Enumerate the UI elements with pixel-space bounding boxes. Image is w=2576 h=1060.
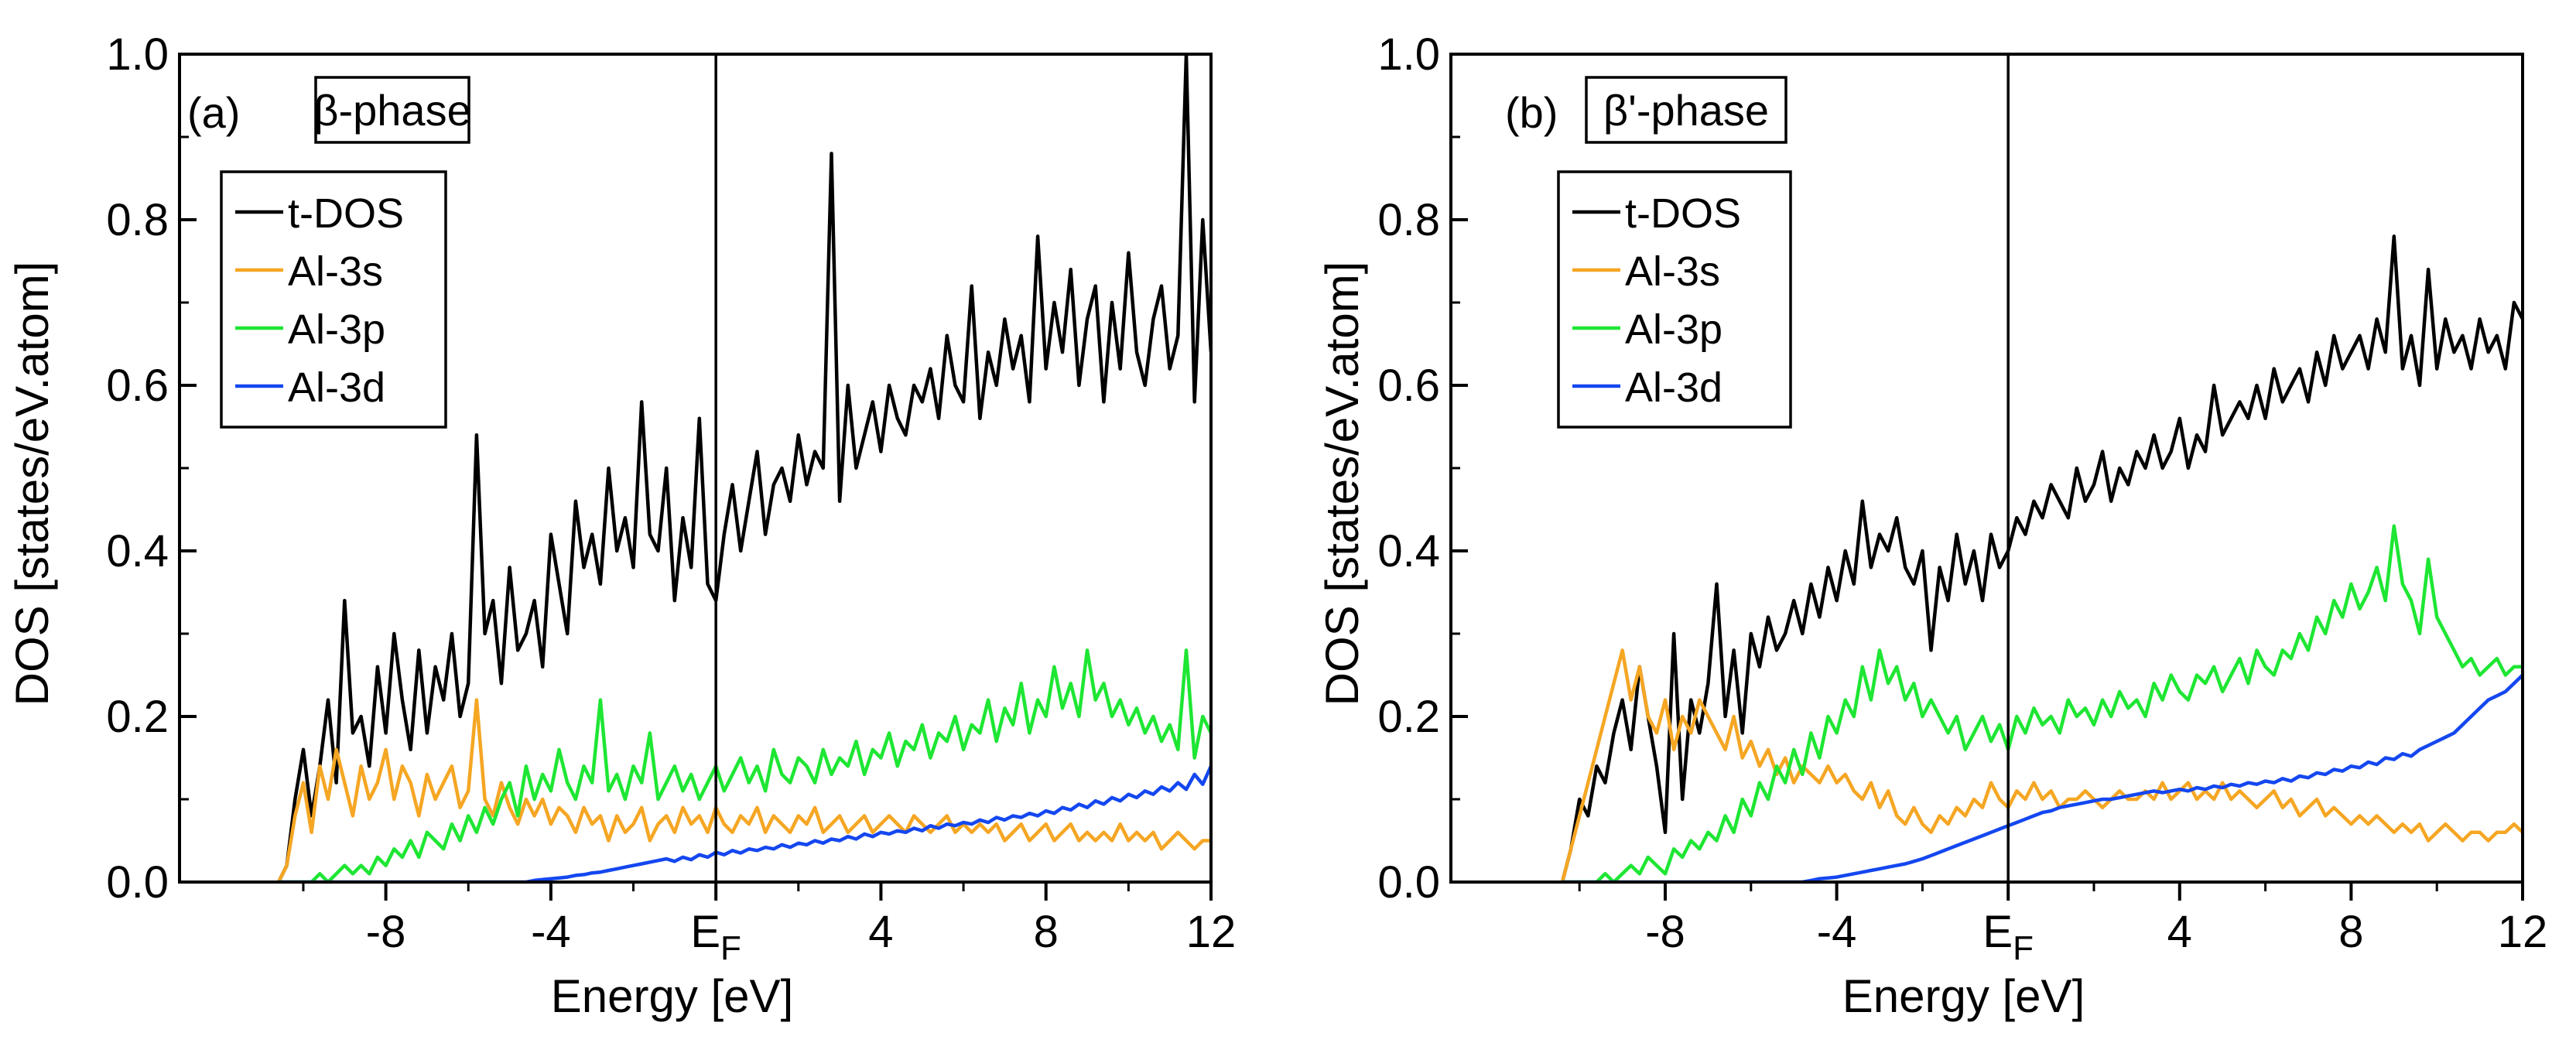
- x-axis-label: Energy [eV]: [551, 970, 794, 1022]
- series-line-al-3d: [1562, 673, 2523, 882]
- y-tick-label: 0.2: [106, 692, 169, 742]
- panel-a: 0.0 0.2 0.4 0.6 0.8 1.0 -8 -4 EF 4 8 12 Energy [eV] D…: [6, 29, 1236, 1022]
- panel-label: (a): [187, 88, 240, 137]
- x-tick-label: -8: [366, 907, 406, 957]
- x-tick-label-text: 12: [1186, 907, 1237, 957]
- y-tick-label: 1.0: [106, 29, 169, 80]
- x-tick-label-subscript: F: [2013, 929, 2034, 967]
- phase-label-box: [314, 76, 470, 144]
- y-tick-label: 0.0: [1377, 857, 1440, 908]
- x-tick-label-text: 4: [868, 907, 893, 957]
- x-axis-label: Energy [eV]: [1842, 970, 2085, 1022]
- x-tick-label-text: 12: [2498, 907, 2548, 957]
- x-tick-label-text: E: [690, 907, 720, 957]
- y-tick-label: 0.6: [106, 361, 169, 411]
- series-line-t-dos: [276, 54, 1211, 882]
- y-tick-label: 0.4: [1377, 526, 1440, 576]
- x-tick-label-text: -4: [1817, 907, 1857, 957]
- y-tick-label: 0.6: [1377, 361, 1440, 411]
- x-tick-label: 8: [2338, 907, 2363, 957]
- y-axis-label: DOS [states/eV.atom]: [6, 262, 58, 706]
- x-tick-label: 12: [2498, 907, 2548, 957]
- y-tick-label: 0.4: [106, 526, 169, 576]
- x-tick-label: -8: [1645, 907, 1685, 957]
- phase-label: β-phase: [313, 86, 470, 135]
- phase-label-box: [1585, 76, 1787, 144]
- x-tick-label: 4: [2167, 907, 2192, 957]
- legend-entry: Al-3d: [288, 364, 385, 411]
- series-group: [276, 54, 1211, 882]
- legend-entry: Al-3s: [288, 248, 383, 295]
- x-tick-label: 12: [1186, 907, 1237, 957]
- legend-entry: Al-3d: [1625, 364, 1722, 411]
- x-tick-label: -4: [531, 907, 571, 957]
- x-tick-label-text: 8: [1034, 907, 1059, 957]
- y-tick-label: 0.8: [1377, 195, 1440, 245]
- series-group: [1560, 234, 2523, 882]
- x-tick-label-text: -8: [1645, 907, 1685, 957]
- x-tick-label-text: 8: [2338, 907, 2363, 957]
- legend: t-DOS Al-3s Al-3p Al-3d: [1557, 170, 1792, 429]
- x-tick-label: 4: [868, 907, 893, 957]
- legend-entry: t-DOS: [288, 190, 404, 237]
- legend: t-DOS Al-3s Al-3p Al-3d: [220, 170, 447, 429]
- x-tick-label: -4: [1817, 907, 1857, 957]
- series-line-al-3s: [1560, 648, 2523, 882]
- legend-entry: Al-3p: [288, 306, 385, 353]
- x-tick-label-text: -4: [531, 907, 571, 957]
- x-tick-label: EF: [690, 907, 741, 967]
- series-line-al-3p: [279, 648, 1211, 882]
- panel-label: (b): [1505, 88, 1558, 137]
- phase-label: β'-phase: [1603, 86, 1769, 135]
- panel-b: 0.0 0.2 0.4 0.6 0.8 1.0 -8 -4 EF 4 8 12 Energy [eV] D…: [1316, 29, 2547, 1022]
- series-line-al-3s: [276, 698, 1211, 882]
- x-tick-label: 8: [1034, 907, 1059, 957]
- legend-box: [220, 170, 447, 429]
- y-tick-label: 1.0: [1377, 29, 1440, 80]
- x-tick-label: EF: [1982, 907, 2034, 967]
- series-line-al-3d: [279, 765, 1211, 882]
- x-tick-label-text: E: [1982, 907, 2013, 957]
- legend-entry: Al-3s: [1625, 248, 1720, 295]
- y-axis-label: DOS [states/eV.atom]: [1316, 262, 1368, 706]
- series-line-t-dos: [1560, 234, 2523, 882]
- y-tick-label: 0.2: [1377, 692, 1440, 742]
- y-tick-label: 0.0: [106, 857, 169, 908]
- y-tick-label: 0.8: [106, 195, 169, 245]
- x-tick-label-text: -8: [366, 907, 406, 957]
- x-tick-label-subscript: F: [720, 929, 741, 967]
- legend-entry: Al-3p: [1625, 306, 1722, 353]
- series-line-al-3p: [1562, 524, 2523, 882]
- x-tick-label-text: 4: [2167, 907, 2192, 957]
- legend-entry: t-DOS: [1625, 190, 1741, 237]
